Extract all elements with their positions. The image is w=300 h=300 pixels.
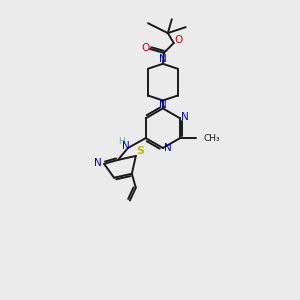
Text: N: N [94,158,102,168]
Text: N: N [122,141,130,151]
Text: N: N [181,112,189,122]
Text: O: O [175,35,183,45]
Text: O: O [141,43,149,53]
Text: S: S [136,146,144,156]
Text: N: N [159,100,167,110]
Text: N: N [159,54,167,64]
Text: CH₃: CH₃ [204,134,220,142]
Text: N: N [164,143,172,153]
Text: H: H [118,136,125,146]
